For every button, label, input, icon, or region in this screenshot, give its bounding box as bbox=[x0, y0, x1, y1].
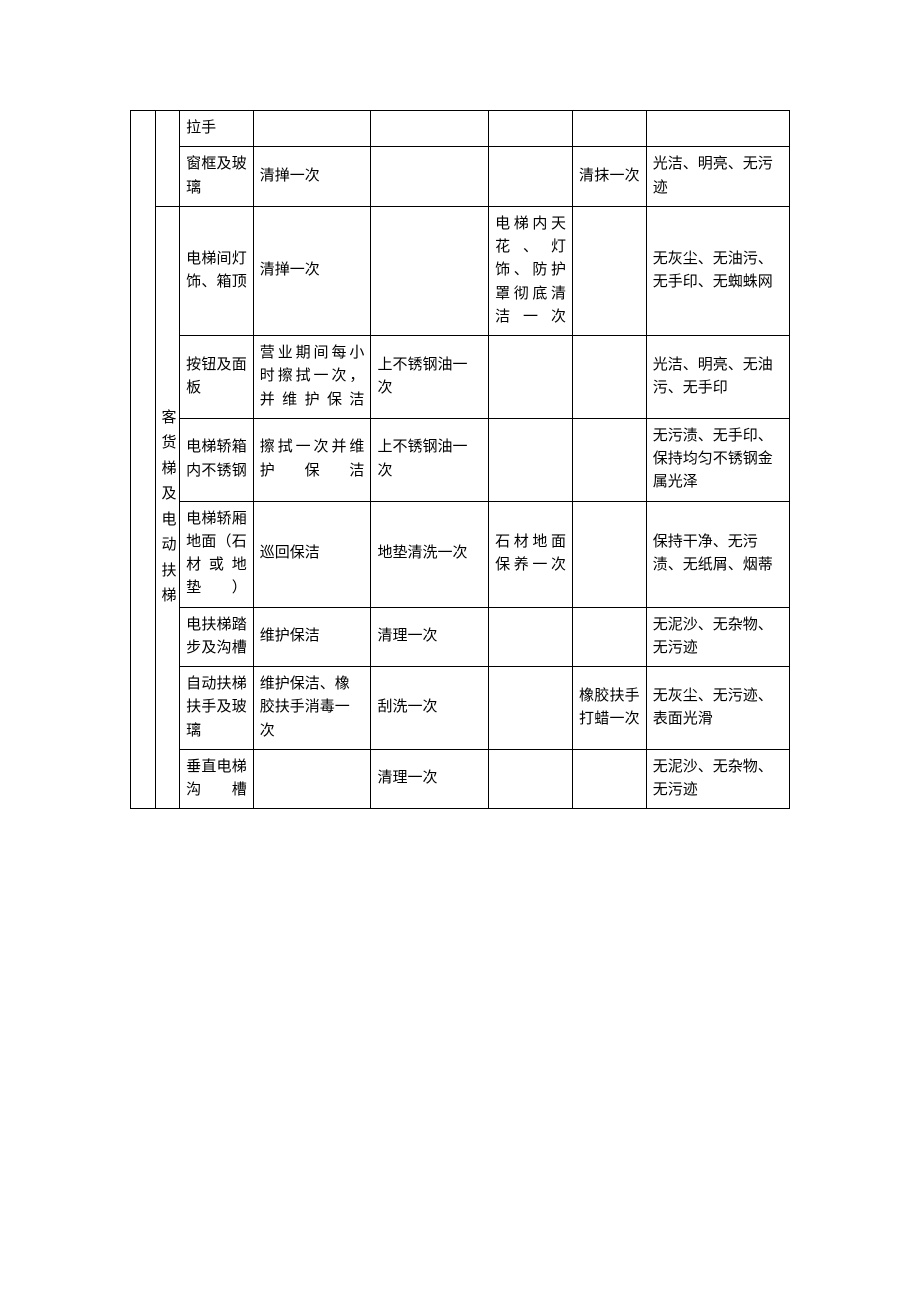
cell-item: 自动扶梯扶手及玻璃 bbox=[180, 667, 254, 750]
table-row: 窗框及玻璃 清掸一次 清抹一次 光洁、明亮、无污迹 bbox=[131, 147, 790, 207]
cleaning-schedule-table: 拉手 窗框及玻璃 清掸一次 清抹一次 光洁、明亮、无污迹 客货梯及电动扶梯 电梯… bbox=[130, 110, 790, 809]
cell-weekly: 清理一次 bbox=[371, 607, 489, 667]
cell-standard: 无灰尘、无污迹、表面光滑 bbox=[646, 667, 789, 750]
cell-monthly bbox=[489, 111, 573, 147]
cell-standard: 光洁、明亮、无油污、无手印 bbox=[646, 336, 789, 419]
cell-weekly: 上不锈钢油一次 bbox=[371, 336, 489, 419]
cell-monthly bbox=[489, 336, 573, 419]
cell-standard: 保持干净、无污渍、无纸屑、烟蒂 bbox=[646, 501, 789, 607]
cell-daily: 清掸一次 bbox=[253, 147, 371, 207]
cell-quarterly bbox=[573, 607, 647, 667]
cell-weekly: 上不锈钢油一次 bbox=[371, 418, 489, 501]
cell-standard: 无泥沙、无杂物、无污迹 bbox=[646, 607, 789, 667]
cell-weekly bbox=[371, 206, 489, 335]
cell-monthly bbox=[489, 667, 573, 750]
table-row: 客货梯及电动扶梯 电梯间灯饰、箱顶 清掸一次 电梯内天花、灯饰、防护罩彻底清洁一… bbox=[131, 206, 790, 335]
table-row: 垂直电梯沟槽 清理一次 无泥沙、无杂物、无污迹 bbox=[131, 749, 790, 809]
cell-quarterly bbox=[573, 418, 647, 501]
cell-col1-group-a bbox=[155, 111, 180, 207]
cell-monthly: 石材地面保养一次 bbox=[489, 501, 573, 607]
cell-daily: 维护保洁、橡胶扶手消毒一次 bbox=[253, 667, 371, 750]
table-row: 按钮及面板 营业期间每小时擦拭一次，并维护保洁 上不锈钢油一次 光洁、明亮、无油… bbox=[131, 336, 790, 419]
cell-quarterly bbox=[573, 501, 647, 607]
cell-item: 垂直电梯沟槽 bbox=[180, 749, 254, 809]
cell-daily: 维护保洁 bbox=[253, 607, 371, 667]
cell-daily: 擦拭一次并维护保洁 bbox=[253, 418, 371, 501]
cell-quarterly bbox=[573, 336, 647, 419]
cell-quarterly: 橡胶扶手打蜡一次 bbox=[573, 667, 647, 750]
cell-daily bbox=[253, 749, 371, 809]
table-row: 拉手 bbox=[131, 111, 790, 147]
cell-item: 电扶梯踏步及沟槽 bbox=[180, 607, 254, 667]
cell-item: 电梯轿箱内不锈钢 bbox=[180, 418, 254, 501]
cell-standard: 无灰尘、无油污、无手印、无蜘蛛网 bbox=[646, 206, 789, 335]
cell-daily: 清掸一次 bbox=[253, 206, 371, 335]
cell-daily bbox=[253, 111, 371, 147]
cell-monthly bbox=[489, 147, 573, 207]
cell-quarterly bbox=[573, 111, 647, 147]
cell-col0 bbox=[131, 111, 156, 809]
cell-item: 按钮及面板 bbox=[180, 336, 254, 419]
cell-standard: 无泥沙、无杂物、无污迹 bbox=[646, 749, 789, 809]
table-row: 电梯轿厢地面（石材或地垫） 巡回保洁 地垫清洗一次 石材地面保养一次 保持干净、… bbox=[131, 501, 790, 607]
page: 拉手 窗框及玻璃 清掸一次 清抹一次 光洁、明亮、无污迹 客货梯及电动扶梯 电梯… bbox=[0, 0, 920, 809]
cell-daily: 营业期间每小时擦拭一次，并维护保洁 bbox=[253, 336, 371, 419]
cell-weekly: 地垫清洗一次 bbox=[371, 501, 489, 607]
cell-daily: 巡回保洁 bbox=[253, 501, 371, 607]
cell-quarterly bbox=[573, 206, 647, 335]
cell-standard: 无污渍、无手印、保持均匀不锈钢金属光泽 bbox=[646, 418, 789, 501]
cell-weekly: 刮洗一次 bbox=[371, 667, 489, 750]
table-row: 电扶梯踏步及沟槽 维护保洁 清理一次 无泥沙、无杂物、无污迹 bbox=[131, 607, 790, 667]
cell-monthly bbox=[489, 749, 573, 809]
cell-quarterly bbox=[573, 749, 647, 809]
cell-weekly bbox=[371, 147, 489, 207]
cell-col1-group-b: 客货梯及电动扶梯 bbox=[155, 206, 180, 809]
cell-monthly bbox=[489, 418, 573, 501]
cell-quarterly: 清抹一次 bbox=[573, 147, 647, 207]
cell-item: 电梯轿厢地面（石材或地垫） bbox=[180, 501, 254, 607]
cell-standard bbox=[646, 111, 789, 147]
table-row: 电梯轿箱内不锈钢 擦拭一次并维护保洁 上不锈钢油一次 无污渍、无手印、保持均匀不… bbox=[131, 418, 790, 501]
cell-monthly: 电梯内天花、灯饰、防护罩彻底清洁一次 bbox=[489, 206, 573, 335]
cell-monthly bbox=[489, 607, 573, 667]
cell-standard: 光洁、明亮、无污迹 bbox=[646, 147, 789, 207]
cell-weekly bbox=[371, 111, 489, 147]
table-row: 自动扶梯扶手及玻璃 维护保洁、橡胶扶手消毒一次 刮洗一次 橡胶扶手打蜡一次 无灰… bbox=[131, 667, 790, 750]
cell-weekly: 清理一次 bbox=[371, 749, 489, 809]
cell-item: 拉手 bbox=[180, 111, 254, 147]
cell-item: 窗框及玻璃 bbox=[180, 147, 254, 207]
cell-item: 电梯间灯饰、箱顶 bbox=[180, 206, 254, 335]
